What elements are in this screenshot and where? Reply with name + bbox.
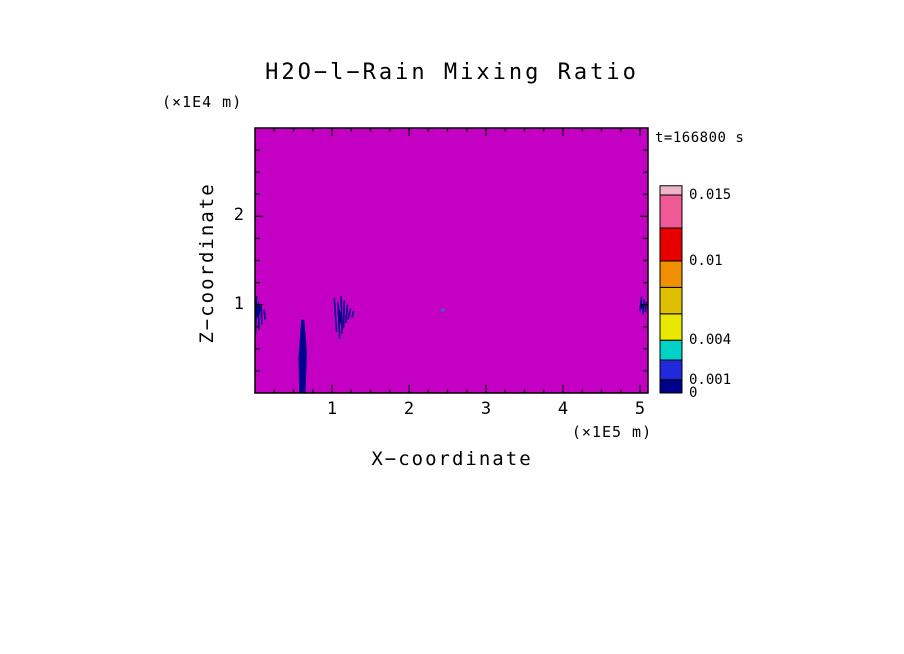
y-tick-label: 2 — [233, 205, 244, 226]
colorbar-segment — [659, 286, 683, 315]
rain-streak — [337, 302, 341, 340]
rain-streak — [260, 305, 263, 325]
colorbar-label: 0 — [689, 385, 698, 401]
field-background — [255, 128, 648, 393]
colorbar-segment — [659, 313, 683, 341]
rain-streak — [255, 305, 261, 318]
colorbar-label: 0.015 — [689, 187, 732, 203]
rain-streak — [340, 295, 343, 334]
rain-streak — [337, 310, 343, 324]
colorbar-segment — [659, 359, 683, 381]
y-tick-label: 1 — [233, 293, 244, 314]
colorbar-segment — [659, 339, 683, 361]
colorbar-label: 0.01 — [689, 253, 723, 269]
colorbar-label: 0.004 — [689, 332, 732, 349]
rain-dot — [440, 307, 445, 312]
colorbar-segment — [659, 194, 683, 229]
colorbar-segment — [659, 260, 683, 288]
rain-streak — [345, 304, 349, 324]
x-tick-label: 2 — [403, 399, 415, 419]
chart-title: H2O−l−Rain Mixing Ratio — [265, 60, 639, 85]
rain-streak — [263, 309, 266, 320]
x-tick-label: 1 — [326, 399, 338, 419]
rain-streak — [342, 300, 346, 329]
y-axis-title: Z−coordinate — [196, 182, 218, 344]
x-tick-label: 3 — [480, 399, 492, 419]
colorbar-label: 0.001 — [689, 371, 732, 388]
y-axis-unit-label: (×1E4 m) — [162, 93, 243, 111]
x-tick-label: 5 — [634, 399, 646, 419]
rain-shaft — [298, 319, 307, 393]
x-tick-label: 4 — [557, 399, 569, 419]
colorbar-segment — [659, 227, 683, 262]
x-axis-unit-label: (×1E5 m) — [571, 423, 653, 441]
colorbar-segment — [659, 379, 683, 394]
time-annotation: t=166800 s — [655, 130, 745, 146]
x-axis-title: X−coordinate — [371, 448, 533, 470]
rain-streak — [351, 310, 355, 318]
colorbar-segment — [659, 185, 683, 196]
rain-streak — [333, 297, 338, 332]
rain-streak — [347, 308, 352, 320]
